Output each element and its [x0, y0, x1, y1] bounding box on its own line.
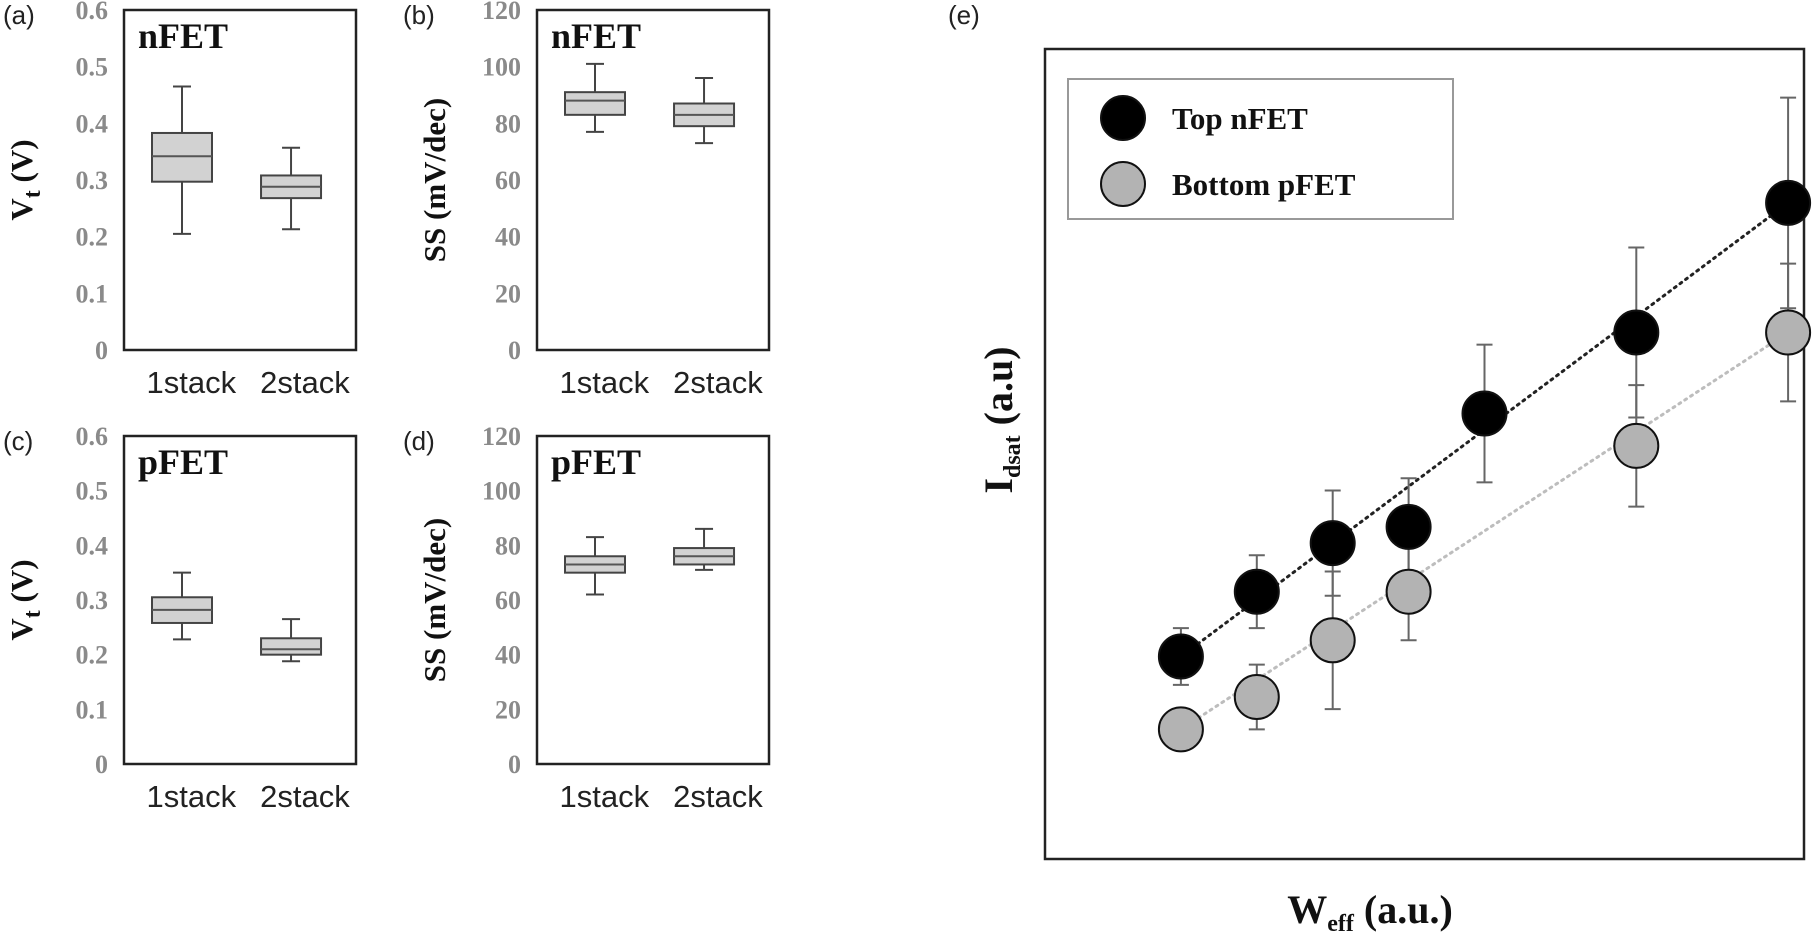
y-tick-label: 0	[95, 750, 108, 779]
plot-frame	[1043, 47, 1806, 861]
y-tick-label: 20	[495, 695, 521, 724]
x-category-label: 2stack	[673, 779, 763, 814]
trend-line	[1179, 331, 1790, 731]
data-point	[1765, 309, 1812, 356]
box-iqr	[151, 131, 213, 183]
legend-label: Bottom pFET	[1172, 167, 1356, 202]
y-tick-label: 0	[95, 336, 108, 365]
y-tick-label: 40	[495, 641, 521, 670]
plot-frame	[122, 8, 358, 352]
panel-d: (d) pFET 0 20 40 60 80 100 120 SS (mV/dec) 1stack 2…	[403, 422, 771, 814]
y-tick-label: 100	[482, 53, 521, 82]
scatter-panel-e: (e) Weff (a.u.) Idsat (a.u) Top nFET Bottom …	[948, 0, 1812, 937]
data-point	[1461, 390, 1508, 437]
data-point	[1157, 706, 1204, 753]
legend-label: Top nFET	[1172, 101, 1308, 136]
data-point	[1233, 568, 1280, 615]
panel-title: nFET	[551, 16, 641, 56]
panel-title: pFET	[138, 442, 228, 482]
y-tick-label: 40	[495, 223, 521, 252]
y-axis-title: SS (mV/dec)	[417, 98, 452, 262]
panel-label: (d)	[403, 426, 435, 456]
panel-label: (e)	[948, 0, 980, 30]
data-point	[1157, 633, 1204, 680]
data-point	[1233, 674, 1280, 720]
y-tick-label: 20	[495, 279, 521, 308]
box-1stack	[564, 536, 626, 596]
box-2stack	[260, 618, 323, 663]
y-tick-label: 0	[508, 750, 521, 779]
data-point	[1613, 309, 1660, 356]
data-point	[1309, 617, 1356, 664]
y-tick-label: 100	[482, 477, 521, 506]
box-iqr	[260, 637, 323, 656]
x-category-label: 1stack	[559, 779, 649, 814]
x-category-label: 1stack	[146, 365, 236, 400]
panel-title: nFET	[138, 16, 228, 56]
y-axis-title: Idsat (a.u)	[976, 346, 1026, 493]
y-tick-label: 0.3	[76, 586, 109, 615]
y-tick-label: 80	[495, 109, 521, 138]
x-category-label: 1stack	[146, 779, 236, 814]
x-category-label: 2stack	[260, 779, 350, 814]
box-2stack	[260, 146, 323, 231]
x-category-label: 2stack	[673, 365, 763, 400]
y-tick-label: 0.4	[76, 109, 109, 138]
plot-frame	[535, 8, 771, 352]
y-tick-label: 0.5	[76, 477, 109, 506]
data-point	[1765, 179, 1812, 226]
panel-label: (c)	[3, 426, 33, 456]
y-tick-label: 60	[495, 166, 521, 195]
y-tick-label: 0.6	[76, 0, 109, 25]
y-tick-label: 80	[495, 531, 521, 560]
y-tick-label: 60	[495, 586, 521, 615]
panel-title: pFET	[551, 442, 641, 482]
data-point	[1385, 568, 1432, 615]
box-iqr	[564, 91, 626, 116]
panel-c: (c) pFET 0 0.1 0.2 0.3 0.4 0.5 0.6 Vt (V) 1stack 2s…	[3, 422, 358, 814]
y-axis-title: Vt (V)	[4, 139, 46, 220]
box-1stack	[151, 571, 213, 641]
x-category-label: 1stack	[559, 365, 649, 400]
box-2stack	[673, 527, 736, 571]
panel-b: (b) nFET 0 20 40 60 80 100 120 SS (mV/dec) 1stack 2…	[403, 0, 771, 400]
data-point	[1613, 422, 1660, 469]
plot-frame	[122, 434, 358, 766]
y-tick-label: 0	[508, 336, 521, 365]
legend-marker	[1100, 161, 1146, 207]
series-bottom-pfet	[1179, 262, 1797, 731]
legend-marker	[1100, 95, 1146, 141]
data-point	[1309, 520, 1356, 567]
y-tick-label: 0.5	[76, 53, 109, 82]
data-point	[1385, 503, 1432, 550]
y-tick-label: 0.3	[76, 166, 109, 195]
y-tick-label: 0.6	[76, 422, 109, 451]
y-tick-label: 0.2	[76, 223, 109, 252]
y-axis-title: Vt (V)	[4, 559, 46, 640]
y-axis-title: SS (mV/dec)	[417, 518, 452, 682]
box-1stack	[564, 62, 626, 133]
box-1stack	[151, 85, 213, 235]
y-tick-label: 0.1	[76, 695, 109, 724]
box-plot-panels: (a) nFET 0 0.1 0.2 0.3 0.4 0.5 0.6 Vt (V) 1stack 2s…	[3, 0, 771, 814]
y-tick-label: 120	[482, 0, 521, 25]
box-2stack	[673, 77, 736, 145]
legend: Top nFET Bottom pFET	[1067, 78, 1454, 220]
y-tick-label: 0.1	[76, 279, 109, 308]
x-category-label: 2stack	[260, 365, 350, 400]
y-tick-label: 0.4	[76, 531, 109, 560]
panel-a: (a) nFET 0 0.1 0.2 0.3 0.4 0.5 0.6 Vt (V) 1stack 2s…	[3, 0, 358, 400]
x-axis-title: Weff (a.u.)	[1287, 887, 1453, 937]
panel-label: (b)	[403, 0, 435, 30]
plot-frame	[535, 434, 771, 766]
y-tick-label: 120	[482, 422, 521, 451]
y-tick-label: 0.2	[76, 641, 109, 670]
panel-label: (a)	[3, 0, 35, 30]
